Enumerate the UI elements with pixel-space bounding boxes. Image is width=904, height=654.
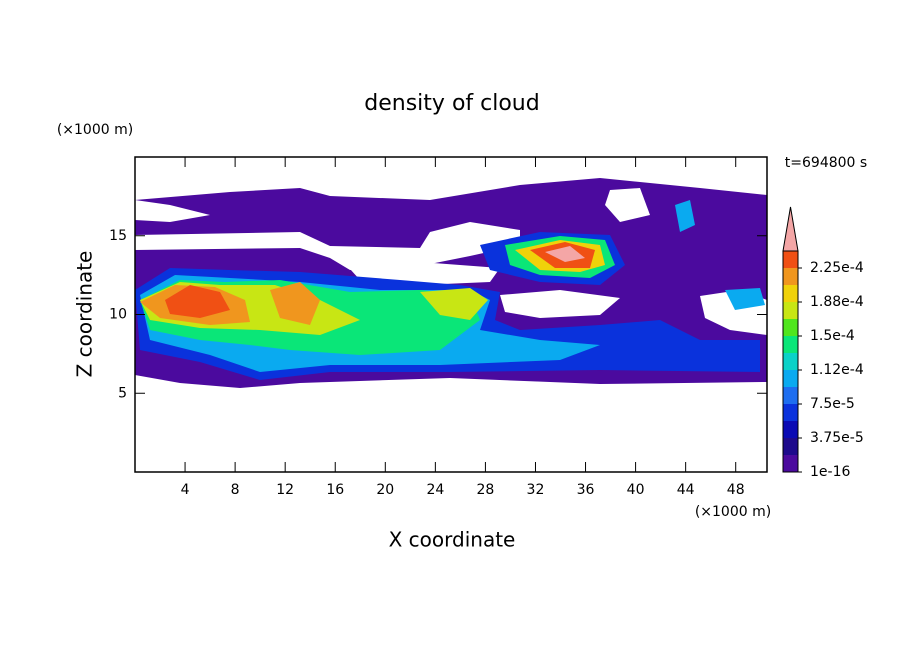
x-tick-label: 24 <box>426 482 444 498</box>
colorbar-tick-label: 7.5e-5 <box>810 396 855 412</box>
colorbar-band <box>783 302 798 319</box>
x-axis-label: X coordinate <box>389 528 516 552</box>
colorbar-band <box>783 404 798 421</box>
x-tick-label: 28 <box>477 482 495 498</box>
x-tick-label: 16 <box>326 482 344 498</box>
colorbar-tick-label: 3.75e-5 <box>810 430 864 446</box>
x-tick-label: 40 <box>627 482 645 498</box>
colorbar-band <box>783 370 798 387</box>
colorbar-band <box>783 387 798 404</box>
x-tick-label: 20 <box>376 482 394 498</box>
x-tick-label: 32 <box>527 482 545 498</box>
colorbar-band <box>783 251 798 268</box>
colorbar-tick-label: 1e-16 <box>810 464 850 480</box>
colorbar-tick-label: 1.5e-4 <box>810 328 855 344</box>
colorbar-extend <box>782 206 799 252</box>
colorbar-band <box>783 438 798 455</box>
colorbar-frame <box>782 250 799 473</box>
x-tick-label: 4 <box>181 482 190 498</box>
contour-field <box>135 178 767 388</box>
colorbar-band <box>783 455 798 472</box>
y-tick-label: 5 <box>118 385 127 401</box>
time-label: t=694800 s <box>785 155 867 171</box>
y-tick-label: 15 <box>109 228 127 244</box>
colorbar-band <box>783 268 798 285</box>
colorbar-tick-label: 2.25e-4 <box>810 260 864 276</box>
colorbar-band <box>783 285 798 302</box>
colorbar-band <box>783 353 798 370</box>
x-tick-label: 8 <box>231 482 240 498</box>
chart-title: density of cloud <box>364 91 539 116</box>
x-tick-label: 48 <box>727 482 745 498</box>
x-tick-label: 44 <box>677 482 695 498</box>
colorbar-tick-label: 1.12e-4 <box>810 362 864 378</box>
x-unit: (×1000 m) <box>695 504 771 520</box>
y-tick-label: 10 <box>109 307 127 323</box>
x-tick-label: 12 <box>276 482 294 498</box>
y-unit: (×1000 m) <box>57 122 133 138</box>
colorbar-band <box>783 421 798 438</box>
colorbar-band <box>783 319 798 336</box>
colorbar-band <box>783 336 798 353</box>
colorbar-tick-label: 1.88e-4 <box>810 294 864 310</box>
x-tick-label: 36 <box>577 482 595 498</box>
y-axis-label: Z coordinate <box>73 251 97 378</box>
